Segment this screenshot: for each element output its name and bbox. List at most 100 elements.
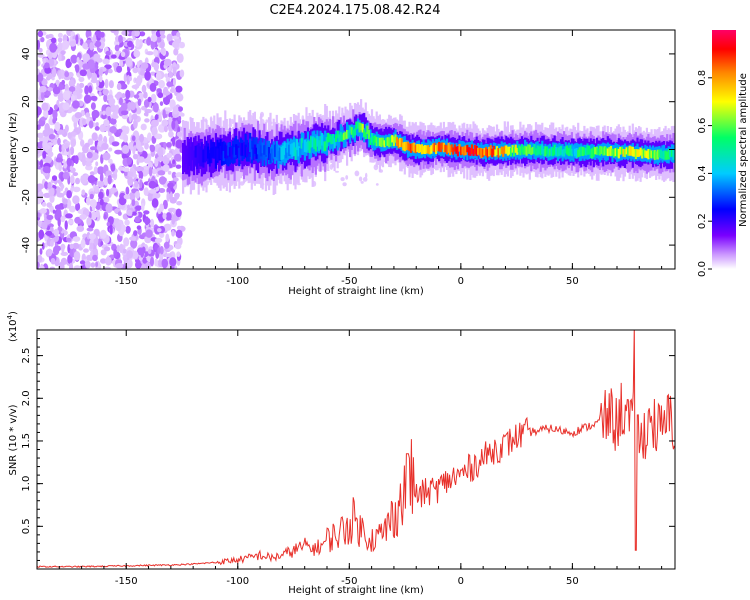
heatmap-noise-cell	[72, 195, 80, 205]
heatmap-ylabel: Frequency (Hz)	[8, 112, 19, 188]
heatmap-noise-cell	[105, 170, 112, 176]
heatmap-noise-cell	[342, 182, 347, 187]
heatmap-noise-cell	[49, 240, 54, 247]
heatmap-noise-cell	[133, 49, 141, 58]
heatmap-noise-cell	[55, 79, 60, 86]
heatmap-noise-cell	[98, 75, 103, 83]
heatmap-ridge-cell	[608, 147, 611, 156]
heatmap-noise-cell	[136, 61, 140, 69]
heatmap-noise-cell	[62, 171, 70, 180]
heatmap-noise-cell	[105, 256, 112, 266]
heatmap-ridge-cell	[481, 149, 484, 157]
heatmap-ridge-cell	[203, 145, 207, 163]
heatmap-noise-cell	[103, 266, 111, 269]
heatmap-ridge-cell	[516, 147, 519, 155]
heatmap-ridge-cell	[525, 146, 528, 156]
snr-ytick-label: 0.5	[21, 518, 32, 534]
heatmap-noise-cell	[146, 51, 154, 56]
heatmap-ridge-cell	[386, 137, 389, 146]
heatmap-noise-cell	[131, 199, 136, 207]
heatmap-noise-cell	[151, 198, 159, 208]
heatmap-noise-cell	[92, 254, 98, 262]
heatmap-noise-cell	[72, 90, 77, 96]
heatmap-ridge-cell	[361, 123, 364, 133]
heatmap-noise-cell	[39, 208, 48, 214]
heatmap-noise-cell	[134, 166, 142, 172]
heatmap-noise-cell	[168, 130, 174, 138]
heatmap-ridge-cell	[589, 148, 592, 159]
heatmap-ridge-cell	[221, 142, 224, 155]
heatmap-noise-cell	[63, 191, 67, 195]
heatmap-noise-cell	[130, 238, 138, 249]
heatmap-ridge-cell	[441, 142, 444, 150]
heatmap-ridge-cell	[383, 140, 386, 148]
heatmap-noise-cell	[74, 155, 79, 165]
heatmap-ridge-cell	[310, 136, 313, 148]
heatmap-noise-cell	[177, 95, 183, 101]
heatmap-noise-cell	[176, 53, 184, 63]
heatmap-ridge-cell	[491, 148, 494, 158]
heatmap-noise-cell	[144, 118, 150, 123]
heatmap-noise-cell	[177, 106, 183, 112]
heatmap-ridge-cell	[628, 145, 631, 156]
heatmap-noise-cell	[94, 40, 102, 48]
heatmap-noise-cell	[99, 229, 107, 239]
heatmap-noise-cell	[265, 119, 269, 123]
heatmap-ridge-cell	[300, 137, 303, 149]
heatmap-noise-cell	[80, 175, 88, 185]
heatmap-noise-cell	[108, 158, 113, 164]
heatmap-noise-cell	[58, 144, 63, 153]
heatmap-ridge-cell	[672, 149, 675, 160]
heatmap-noise-cell	[50, 37, 57, 44]
colorbar-gradient	[712, 30, 736, 269]
heatmap-noise-cell	[51, 67, 57, 78]
heatmap-noise-cell	[152, 192, 161, 199]
heatmap-noise-cell	[63, 162, 67, 169]
heatmap-noise-cell	[100, 258, 107, 264]
heatmap-ridge-cell	[625, 147, 628, 155]
snr-xtick-label: 50	[566, 576, 579, 587]
heatmap-ridge-cell	[472, 148, 475, 156]
heatmap-noise-cell	[358, 176, 363, 182]
heatmap-noise-cell	[151, 168, 157, 175]
heatmap-noise-cell	[151, 126, 158, 137]
heatmap-noise-cell	[37, 260, 40, 269]
heatmap-ridge-cell	[389, 136, 392, 147]
heatmap-noise-cell	[44, 155, 52, 164]
heatmap-xtick-label: -150	[115, 276, 138, 287]
heatmap-noise-cell	[82, 53, 90, 63]
heatmap-noise-cell	[175, 85, 183, 93]
heatmap-ridge-cell	[616, 147, 619, 157]
heatmap-ridge-cell	[614, 148, 617, 157]
heatmap-ridge-cell	[296, 138, 299, 151]
heatmap-noise-cell	[142, 257, 148, 264]
heatmap-ridge-cell	[344, 131, 347, 148]
heatmap-noise-cell	[109, 118, 117, 125]
heatmap-noise-cell	[91, 152, 99, 161]
heatmap-noise-cell	[42, 150, 47, 159]
heatmap-noise-cell	[160, 47, 166, 55]
heatmap-noise-cell	[158, 188, 166, 193]
heatmap-ridge-cell	[347, 130, 350, 138]
heatmap-noise-cell	[66, 190, 72, 199]
heatmap-noise-cell	[167, 182, 174, 189]
heatmap-ridge-cell	[280, 146, 283, 160]
heatmap-noise-cell	[141, 202, 145, 212]
heatmap-ridge-cell	[506, 146, 509, 156]
heatmap-noise-cell	[101, 142, 109, 150]
heatmap-noise-cell	[44, 62, 50, 69]
heatmap-ridge-cell	[533, 144, 536, 155]
heatmap-noise-cell	[74, 112, 83, 119]
heatmap-noise-cell	[134, 180, 139, 188]
heatmap-ridge-cell	[242, 142, 246, 156]
heatmap-noise-cell	[56, 129, 65, 135]
heatmap-ridge-cell	[520, 144, 524, 153]
heatmap-noise-cell	[139, 179, 143, 189]
heatmap-noise-cell	[47, 73, 53, 80]
heatmap-noise-cell	[37, 53, 45, 58]
heatmap-noise-cell	[127, 176, 134, 187]
heatmap-ridge-cell	[633, 149, 636, 157]
heatmap-ridge-cell	[299, 138, 302, 157]
heatmap-ridge-cell	[269, 153, 272, 164]
heatmap-noise-cell	[68, 86, 76, 92]
